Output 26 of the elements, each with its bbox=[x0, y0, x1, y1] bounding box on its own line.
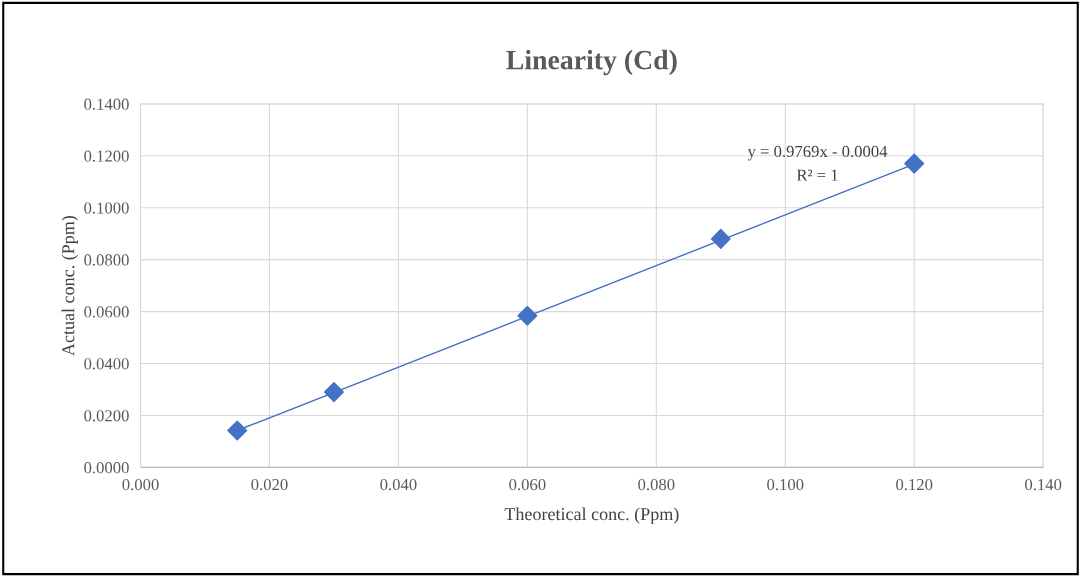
y-axis-title: Actual conc. (Ppm) bbox=[61, 215, 79, 356]
x-tick-label: 0.080 bbox=[638, 478, 675, 491]
point bbox=[323, 382, 344, 403]
y-tick-label: 0.0600 bbox=[84, 306, 129, 318]
point bbox=[710, 228, 731, 249]
y-tick-label: 0.0400 bbox=[84, 358, 129, 370]
x-tick-label: 0.000 bbox=[122, 478, 159, 491]
point bbox=[227, 420, 248, 441]
y-tick-label: 0.1000 bbox=[84, 202, 129, 214]
x-tick-label: 0.020 bbox=[251, 478, 288, 491]
point bbox=[904, 153, 925, 174]
x-tick-label: 0.060 bbox=[509, 478, 546, 491]
x-tick-label: 0.040 bbox=[380, 478, 417, 491]
y-tick-label: 0.0200 bbox=[84, 410, 129, 422]
x-tick-label: 0.100 bbox=[767, 478, 804, 491]
annotation: R² = 1 bbox=[796, 169, 838, 181]
y-tick-label: 0.1400 bbox=[84, 98, 129, 110]
x-tick-label: 0.140 bbox=[1025, 478, 1062, 491]
y-tick-label: 0.0800 bbox=[84, 254, 129, 266]
chart-title: Linearity (Cd) bbox=[506, 49, 677, 76]
y-tick-label: 0.1200 bbox=[84, 150, 129, 162]
x-tick-label: 0.120 bbox=[896, 478, 933, 491]
x-axis-title: Theoretical conc. (Ppm) bbox=[504, 507, 679, 524]
y-tick-label: 0.0000 bbox=[84, 462, 129, 474]
point bbox=[517, 305, 538, 326]
annotation: y = 0.9769x - 0.0004 bbox=[747, 145, 888, 161]
